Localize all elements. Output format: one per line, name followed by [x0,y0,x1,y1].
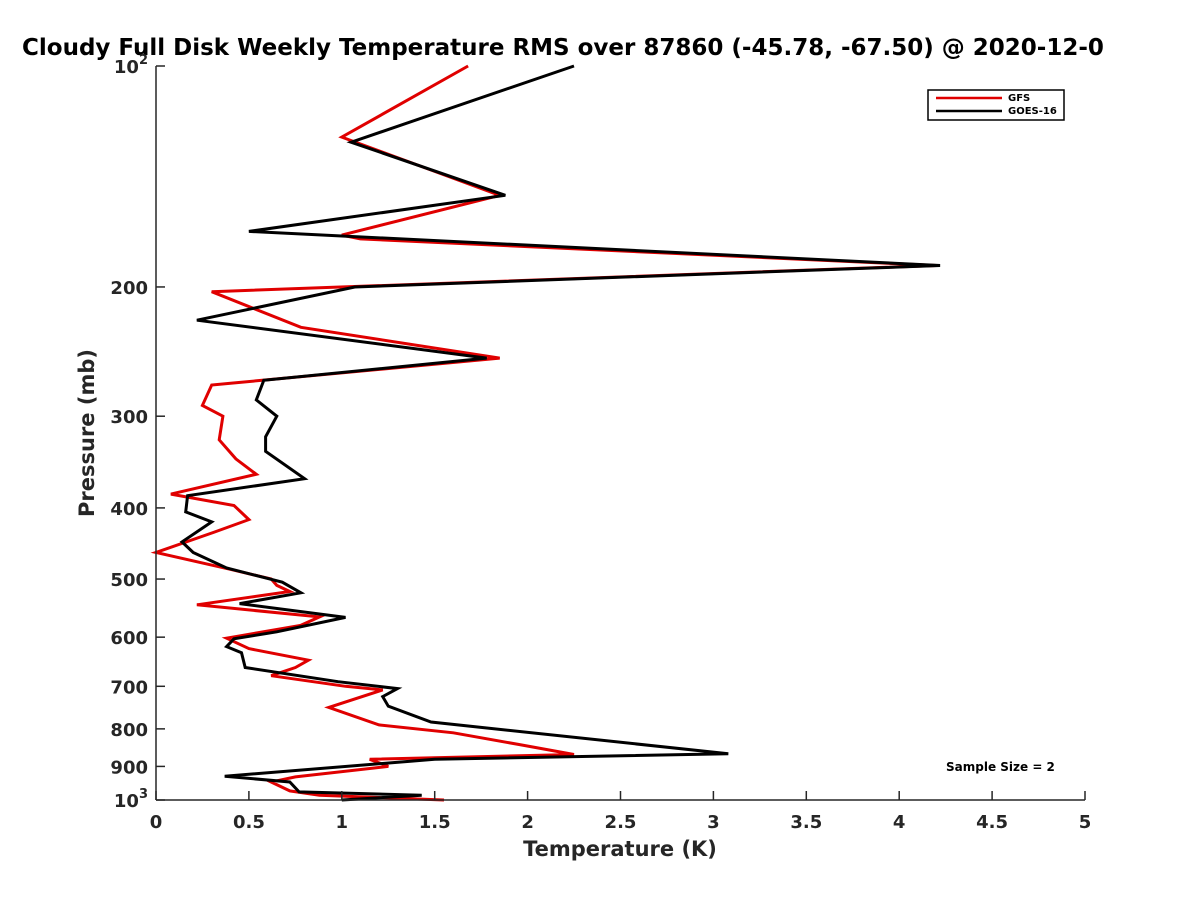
x-tick-label: 4.5 [976,812,1008,833]
y-tick-label: 800 [110,720,148,741]
y-tick-label: 500 [110,570,148,591]
x-tick-label: 0.5 [233,812,265,833]
sample-size-annotation: Sample Size = 2 [946,760,1055,774]
y-tick-label: 900 [110,757,148,778]
y-tick-label: 200 [110,278,148,299]
x-tick-label: 3.5 [790,812,822,833]
x-tick-label: 0 [150,812,163,833]
legend-label-goes16: GOES-16 [1008,106,1057,117]
y-axis-ticks: 102 200 300 400 500 600 700 800 900 103 [110,53,165,812]
chart-title: Cloudy Full Disk Weekly Temperature RMS … [22,35,1104,61]
y-tick-label: 400 [110,499,148,520]
x-tick-label: 2.5 [605,812,637,833]
plot-series-group [150,64,941,802]
legend: GFS GOES-16 [927,89,1065,121]
series-line-goes16 [179,64,941,802]
y-tick-label: 700 [110,677,148,698]
x-tick-label: 1.5 [419,812,451,833]
y-axis-label: Pressure (mb) [75,349,99,517]
y-tick-label: 102 [114,53,148,78]
x-axis-ticks: 0 0.5 1 1.5 2 2.5 3 3.5 4 4.5 5 [150,791,1092,833]
legend-box [927,89,1065,121]
series-line-gfs [150,64,937,802]
y-tick-label: 300 [110,407,148,428]
x-tick-label: 1 [336,812,349,833]
x-tick-label: 4 [893,812,906,833]
y-tick-label: 103 [114,787,148,812]
x-tick-label: 2 [521,812,534,833]
legend-label-gfs: GFS [1008,93,1030,104]
plot-axes [155,66,1085,801]
x-tick-label: 5 [1079,812,1092,833]
x-tick-label: 3 [707,812,720,833]
x-axis-label: Temperature (K) [523,837,717,861]
y-tick-label: 600 [110,628,148,649]
